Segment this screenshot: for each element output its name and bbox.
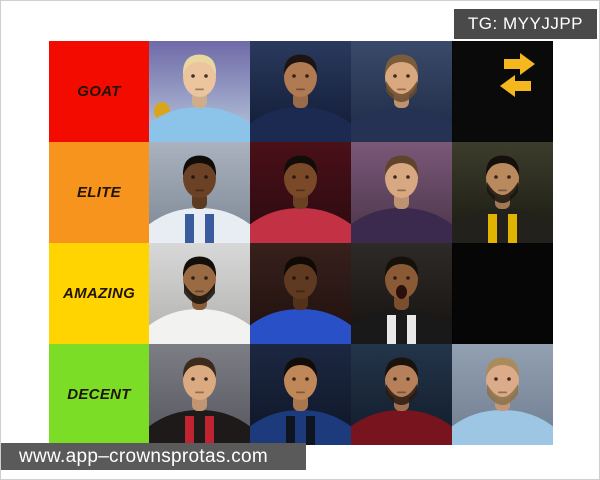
- tier-photos-decent: [149, 344, 553, 445]
- empty-slot: [452, 243, 553, 344]
- photo-jonathan-david: [250, 142, 351, 243]
- tier-grid: GOAT: [49, 41, 553, 445]
- photo-alexander-isak: [351, 243, 452, 344]
- tier-label-elite: ELITE: [49, 142, 149, 243]
- photo-karim-benzema: [452, 142, 553, 243]
- photo-ciro-immobile: [452, 344, 553, 445]
- tier-row-goat: GOAT: [49, 41, 553, 142]
- tier-label-goat: GOAT: [49, 41, 149, 142]
- tier-row-decent: DECENT: [49, 344, 553, 445]
- tier-label-amazing: AMAZING: [49, 243, 149, 344]
- tier-row-elite: ELITE: [49, 142, 553, 243]
- photo-darwin-nunez: [351, 344, 452, 445]
- tier-row-amazing: AMAZING: [49, 243, 553, 344]
- tier-photos-elite: [149, 142, 553, 243]
- photo-robert-lewandowski: [351, 142, 452, 243]
- swap-arrows-icon: [452, 41, 553, 142]
- photo-julian-alvarez: [149, 344, 250, 445]
- photo-nicolas-jackson: [250, 243, 351, 344]
- tier-photos-goat: [149, 41, 553, 142]
- photo-kylian-mbappe: [250, 41, 351, 142]
- photo-lautaro-martinez: [250, 344, 351, 445]
- photo-gabriel-jesus: [149, 243, 250, 344]
- watermark-url: www.app–crownsprotas.com: [19, 446, 269, 467]
- tier-label-decent: DECENT: [49, 344, 149, 445]
- photo-harry-kane: [351, 41, 452, 142]
- photo-erling-haaland: [149, 41, 250, 142]
- photo-victor-osimhen: [149, 142, 250, 243]
- tier-photos-amazing: [149, 243, 553, 344]
- watermark-bar: www.app–crownsprotas.com: [1, 443, 306, 470]
- telegram-badge: TG: MYYJJPP: [453, 9, 597, 39]
